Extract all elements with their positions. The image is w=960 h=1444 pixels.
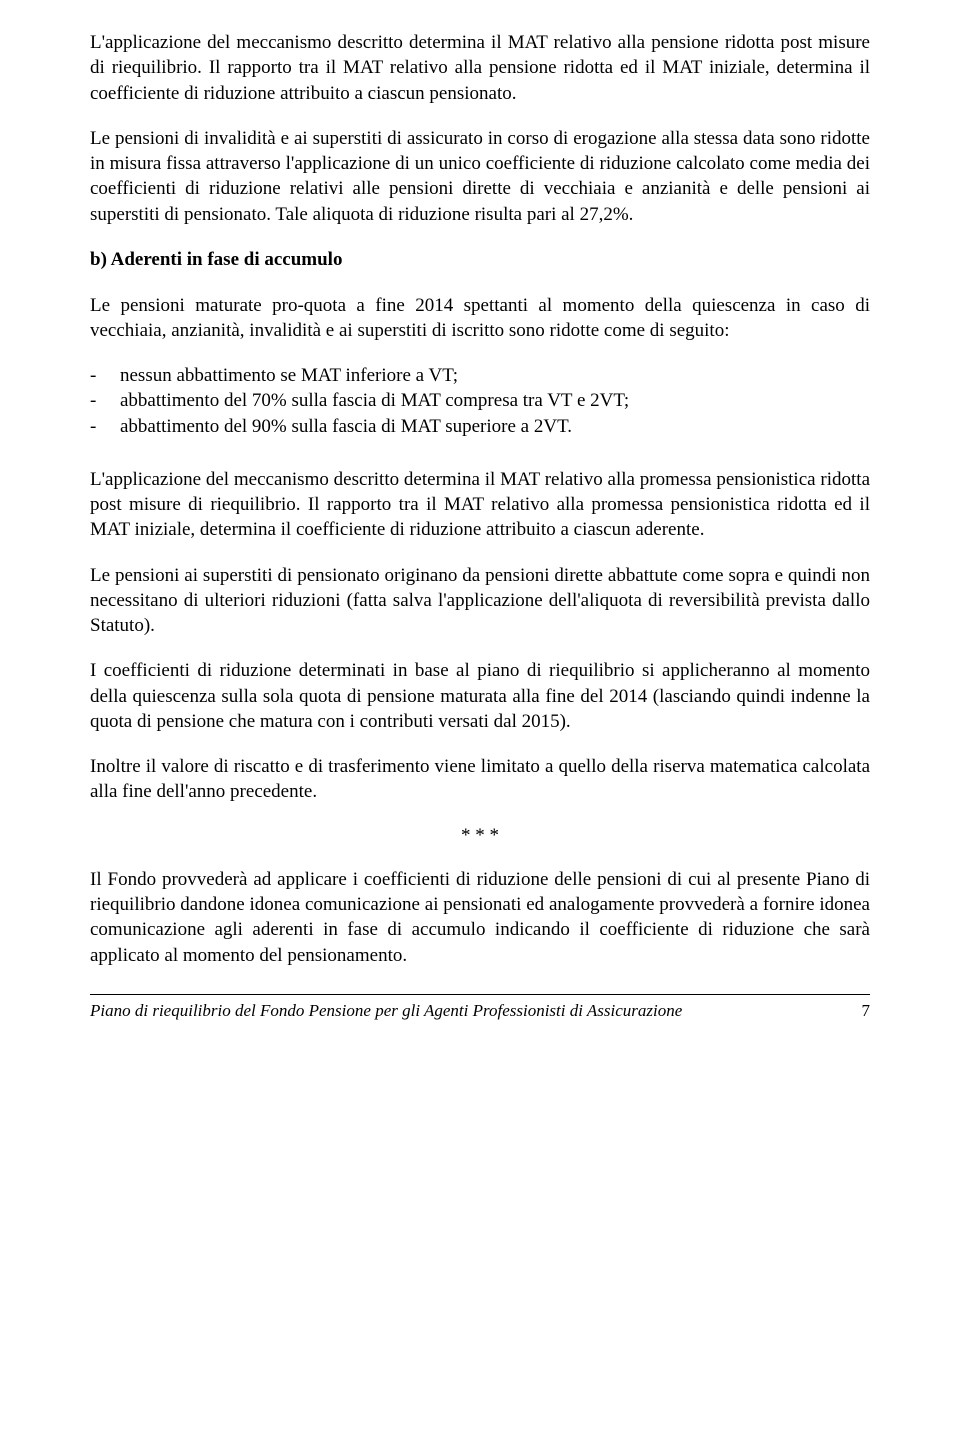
footer-page-number: 7: [862, 1001, 871, 1021]
page-footer: Piano di riequilibrio del Fondo Pensione…: [90, 1001, 870, 1021]
paragraph: Le pensioni ai superstiti di pensionato …: [90, 563, 870, 639]
footer-rule: [90, 994, 870, 995]
paragraph: Le pensioni di invalidità e ai superstit…: [90, 126, 870, 227]
separator-stars: * * *: [90, 825, 870, 847]
document-page: L'applicazione del meccanismo descritto …: [0, 0, 960, 1444]
bullet-list: nessun abbattimento se MAT inferiore a V…: [90, 363, 870, 439]
bullet-item: abbattimento del 90% sulla fascia di MAT…: [90, 414, 870, 439]
section-heading-b: b) Aderenti in fase di accumulo: [90, 247, 870, 273]
paragraph: Il Fondo provvederà ad applicare i coeff…: [90, 867, 870, 968]
bullet-item: nessun abbattimento se MAT inferiore a V…: [90, 363, 870, 388]
paragraph: L'applicazione del meccanismo descritto …: [90, 30, 870, 106]
paragraph: L'applicazione del meccanismo descritto …: [90, 467, 870, 543]
bullet-item: abbattimento del 70% sulla fascia di MAT…: [90, 388, 870, 413]
paragraph: Le pensioni maturate pro-quota a fine 20…: [90, 293, 870, 344]
footer-title: Piano di riequilibrio del Fondo Pensione…: [90, 1001, 682, 1021]
paragraph: I coefficienti di riduzione determinati …: [90, 658, 870, 734]
paragraph: Inoltre il valore di riscatto e di trasf…: [90, 754, 870, 805]
